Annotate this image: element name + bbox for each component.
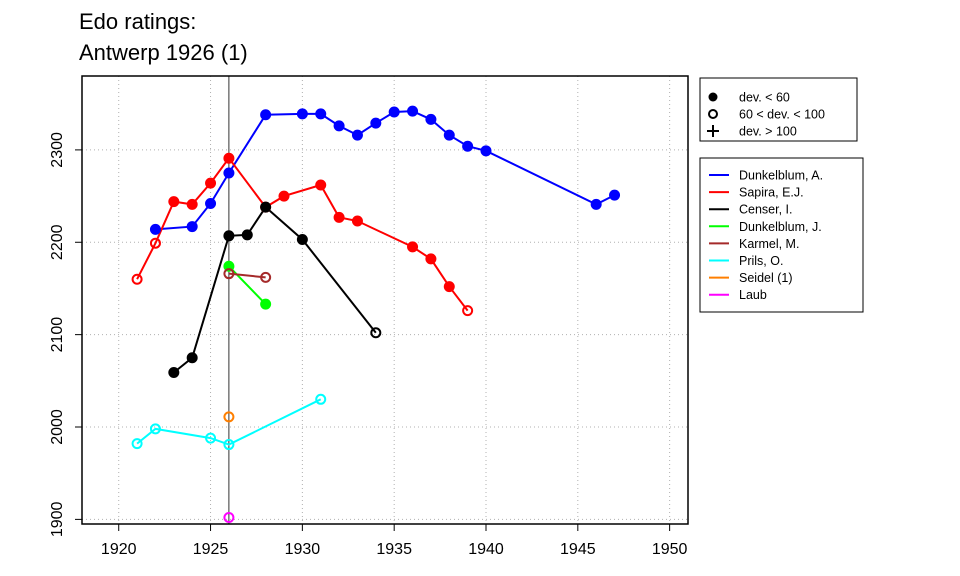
- y-tick-label: 2000: [49, 409, 66, 445]
- deviation-legend-label: 60 < dev. < 100: [739, 108, 825, 122]
- series-legend-label: Karmel, M.: [739, 237, 799, 251]
- x-tick-label: 1935: [376, 541, 412, 558]
- data-point: [462, 140, 474, 152]
- series-legend-box: [699, 157, 864, 313]
- y-tick-label: 2100: [49, 317, 66, 353]
- data-point: [223, 152, 235, 164]
- data-point: [388, 106, 400, 118]
- data-point: [443, 281, 455, 293]
- data-point: [260, 109, 272, 121]
- data-point: [370, 117, 382, 129]
- data-point: [186, 352, 198, 364]
- data-point: [131, 273, 143, 285]
- data-point: [296, 233, 308, 245]
- data-point: [168, 196, 180, 208]
- series-legend: Dunkelblum, A. Sapira, E.J. Censer, I. Dunk…: [699, 157, 864, 313]
- series-legend-label: Sapira, E.J.: [739, 186, 804, 200]
- data-point: [296, 108, 308, 120]
- axes: 1920 1925 1930 1935 1940 1945 1950 1900 2000 2100…: [49, 132, 688, 558]
- legend-open-marker: [708, 109, 718, 119]
- deviation-legend-box: [699, 77, 858, 142]
- data-point: [223, 268, 235, 280]
- data-point: [205, 432, 217, 444]
- data-point: [223, 167, 235, 179]
- data-point: [370, 327, 382, 339]
- series-line: [173, 205, 377, 374]
- chart-title-line-2: Antwerp 1926 (1): [79, 40, 248, 65]
- series-legend-label: Censer, I.: [739, 203, 793, 217]
- deviation-legend-label: dev. < 60: [739, 91, 790, 105]
- series-legend-label: Dunkelblum, J.: [739, 220, 822, 234]
- chart-title-line-1: Edo ratings:: [79, 9, 197, 34]
- plot-frame: [81, 75, 689, 525]
- data-point: [186, 198, 198, 210]
- data-point: [260, 298, 272, 310]
- data-point: [425, 113, 437, 125]
- data-point: [131, 438, 143, 450]
- legend-filled-marker: [708, 92, 718, 102]
- data-point: [149, 223, 161, 235]
- data-point: [462, 305, 474, 317]
- series-line: [228, 265, 267, 305]
- grid-lines: [82, 76, 688, 524]
- deviation-legend: dev. < 60 60 < dev. < 100 dev. > 100: [699, 77, 858, 142]
- data-point: [407, 105, 419, 117]
- data-point: [223, 411, 235, 423]
- data-point: [223, 512, 235, 524]
- series-line: [228, 272, 266, 279]
- data-point: [333, 120, 345, 132]
- data-point: [186, 221, 198, 233]
- data-point: [480, 145, 492, 157]
- x-tick-label: 1930: [285, 541, 321, 558]
- series-line: [136, 398, 322, 446]
- data-point: [425, 253, 437, 265]
- data-point: [315, 108, 327, 120]
- data-point: [223, 230, 235, 242]
- data-point: [333, 211, 345, 223]
- data-point: [351, 129, 363, 141]
- series-legend-label: Dunkelblum, A.: [739, 169, 823, 183]
- series-legend-label: Prils, O.: [739, 254, 783, 268]
- data-point: [590, 198, 602, 210]
- y-tick-label: 2200: [49, 224, 66, 260]
- x-tick-label: 1950: [652, 541, 688, 558]
- series-legend-label: Seidel (1): [739, 271, 793, 285]
- data-point: [260, 201, 272, 213]
- y-tick-label: 1900: [49, 501, 66, 537]
- data-point: [223, 439, 235, 451]
- data-point: [205, 177, 217, 189]
- legend-plus-marker: [707, 125, 719, 137]
- data-point: [241, 229, 253, 241]
- x-tick-label: 1945: [560, 541, 596, 558]
- data-point: [278, 190, 290, 202]
- x-tick-label: 1940: [468, 541, 504, 558]
- data-point: [315, 179, 327, 191]
- data-point: [407, 241, 419, 253]
- data-point: [205, 197, 217, 209]
- chart-marks: [131, 105, 621, 524]
- data-point: [315, 393, 327, 405]
- data-point: [443, 129, 455, 141]
- data-point: [149, 237, 161, 249]
- x-tick-label: 1925: [193, 541, 229, 558]
- data-point: [609, 189, 621, 201]
- data-point: [351, 215, 363, 227]
- deviation-legend-label: dev. > 100: [739, 125, 797, 139]
- x-tick-label: 1920: [101, 541, 137, 558]
- series-legend-label: Laub: [739, 288, 767, 302]
- data-point: [149, 423, 161, 435]
- y-tick-label: 2300: [49, 132, 66, 168]
- data-point: [260, 271, 272, 283]
- data-point: [168, 367, 180, 379]
